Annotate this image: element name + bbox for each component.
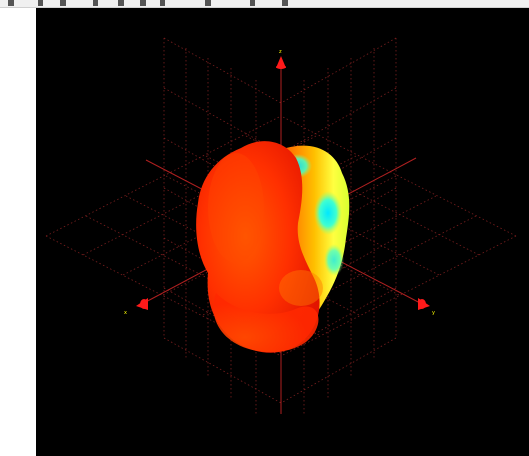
light-icon[interactable] [250,0,255,6]
export-icon[interactable] [140,0,146,6]
reset-icon[interactable] [93,0,98,6]
scene-canvas[interactable]: z x y [36,8,529,456]
3d-viewport[interactable]: z x y [36,8,529,456]
camera-icon[interactable] [205,0,211,6]
axis-arrows [136,56,430,310]
x-axis-label: x [124,310,127,316]
left-margin [0,8,36,456]
view-icon[interactable] [118,0,124,6]
surface-mesh[interactable] [196,141,350,353]
rotate-icon[interactable] [8,0,14,6]
pan-icon[interactable] [38,0,43,6]
help-icon[interactable] [282,0,288,6]
y-axis-label: y [432,310,435,316]
z-arrow-icon [276,56,286,68]
z-axis-label: z [279,49,282,55]
toolbar [0,0,529,8]
zoom-icon[interactable] [60,0,66,6]
settings-icon[interactable] [160,0,165,6]
